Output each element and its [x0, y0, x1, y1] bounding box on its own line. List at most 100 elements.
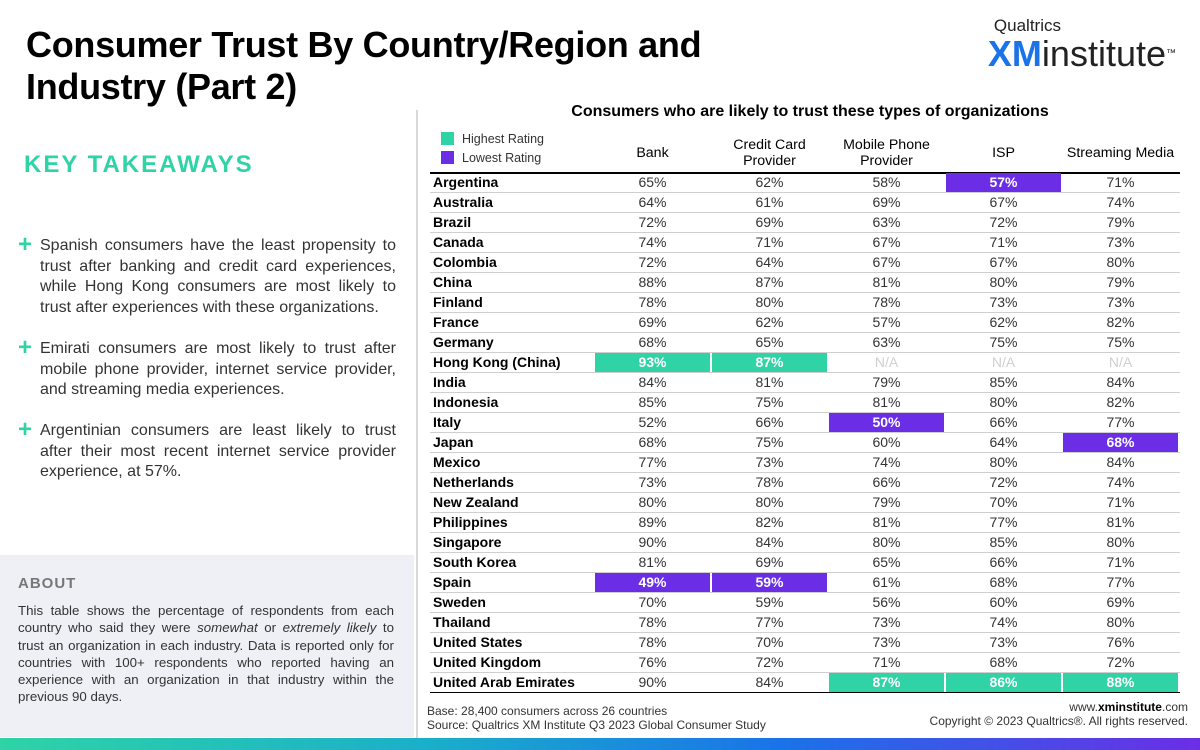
value-cell: 81% — [872, 274, 901, 290]
value-cell: 80% — [989, 454, 1018, 470]
country-label: New Zealand — [433, 494, 519, 510]
value-cell: 72% — [755, 654, 784, 670]
value-cell: 77% — [1106, 574, 1135, 590]
value-cell: 59% — [755, 594, 784, 610]
value-cell: 69% — [755, 214, 784, 230]
country-label: Sweden — [433, 594, 486, 610]
value-cell: 64% — [638, 194, 667, 210]
column-header-streaming: Streaming Media — [1066, 145, 1175, 161]
value-cell: 69% — [638, 314, 667, 330]
website-link[interactable]: www.xminstitute.com — [1069, 700, 1188, 714]
value-cell: 60% — [989, 594, 1018, 610]
about-heading: ABOUT — [18, 575, 77, 592]
country-label: China — [433, 274, 472, 290]
value-cell: N/A — [1108, 354, 1133, 370]
value-cell: 68% — [638, 434, 667, 450]
value-cell: 82% — [1106, 394, 1135, 410]
trust-table: Argentina 65% 62% 58% 57% 71% Australia 64% 61% 6… — [430, 173, 1180, 693]
value-cell: 87% — [755, 274, 784, 290]
country-label: Mexico — [433, 454, 481, 470]
value-cell: 88% — [638, 274, 667, 290]
value-cell: 60% — [872, 434, 901, 450]
value-cell: 66% — [872, 474, 901, 490]
brand-company: Qualtrics — [993, 16, 1061, 35]
brand-institute: institute — [1041, 33, 1166, 74]
brand-trademark: ™ — [1166, 48, 1176, 59]
value-cell: 68% — [989, 654, 1018, 670]
value-cell: 73% — [638, 474, 667, 490]
value-cell: 79% — [1106, 214, 1135, 230]
value-cell: 64% — [989, 434, 1018, 450]
takeaway-text: Argentinian consumers are least likely t… — [40, 421, 396, 481]
value-cell: 77% — [1106, 414, 1135, 430]
value-cell: 70% — [755, 634, 784, 650]
value-cell: 81% — [1106, 514, 1135, 530]
value-cell: 73% — [872, 634, 901, 650]
value-cell: 82% — [755, 514, 784, 530]
plus-icon: + — [18, 231, 33, 258]
value-cell: 73% — [1106, 234, 1135, 250]
value-cell: 84% — [1106, 454, 1135, 470]
value-cell: 89% — [638, 514, 667, 530]
page-title: Consumer Trust By Country/Region and Ind… — [26, 24, 702, 107]
plus-icon: + — [18, 415, 33, 443]
legend: Highest Rating Lowest Rating — [441, 129, 544, 167]
value-cell: 75% — [755, 434, 784, 450]
value-cell: 81% — [872, 514, 901, 530]
country-label: India — [433, 374, 466, 390]
value-cell: 76% — [638, 654, 667, 670]
value-cell: 87% — [712, 353, 827, 372]
value-cell: 86% — [946, 673, 1061, 692]
value-cell: 84% — [755, 534, 784, 550]
value-cell: 71% — [872, 654, 901, 670]
value-cell: 80% — [989, 274, 1018, 290]
value-cell: 71% — [989, 234, 1018, 250]
bottom-gradient-bar — [0, 738, 1200, 750]
country-label: Italy — [433, 414, 462, 430]
column-header-isp: ISP — [992, 145, 1015, 161]
table-row: Argentina 65% 62% 58% 57% 71% — [430, 173, 1180, 193]
value-cell: 78% — [638, 634, 667, 650]
table-row: United States 78% 70% 73% 73% 76% — [430, 633, 1180, 653]
value-cell: 74% — [872, 454, 901, 470]
value-cell: 88% — [1063, 673, 1178, 692]
value-cell: 74% — [1106, 474, 1135, 490]
value-cell: 78% — [638, 294, 667, 310]
table-row: Finland 78% 80% 78% 73% 73% — [430, 293, 1180, 313]
value-cell: 49% — [595, 573, 710, 592]
value-cell: 77% — [755, 614, 784, 630]
value-cell: 78% — [638, 614, 667, 630]
value-cell: 65% — [755, 334, 784, 350]
country-label: Germany — [433, 334, 494, 350]
value-cell: 66% — [989, 414, 1018, 430]
value-cell: 70% — [989, 494, 1018, 510]
brand-logo: Qualtrics XMinstitute™ — [988, 16, 1176, 72]
country-label: Hong Kong (China) — [433, 354, 561, 370]
value-cell: 71% — [755, 234, 784, 250]
value-cell: 61% — [872, 574, 901, 590]
table-row: Indonesia 85% 75% 81% 80% 82% — [430, 393, 1180, 413]
source-note: Source: Qualtrics XM Institute Q3 2023 G… — [427, 718, 766, 732]
country-label: Spain — [433, 574, 472, 590]
table-row: Australia 64% 61% 69% 67% 74% — [430, 193, 1180, 213]
column-header-bank: Bank — [636, 145, 669, 161]
country-label: Singapore — [433, 534, 502, 550]
value-cell: 85% — [989, 534, 1018, 550]
value-cell: 72% — [1106, 654, 1135, 670]
value-cell: 62% — [989, 314, 1018, 330]
value-cell: 85% — [638, 394, 667, 410]
value-cell: 73% — [989, 294, 1018, 310]
value-cell: 66% — [755, 414, 784, 430]
about-panel: ABOUT This table shows the percentage of… — [0, 555, 414, 737]
table-row: South Korea 81% 69% 65% 66% 71% — [430, 553, 1180, 573]
table-row: Netherlands 73% 78% 66% 72% 74% — [430, 473, 1180, 493]
value-cell: 79% — [1106, 274, 1135, 290]
value-cell: 80% — [989, 394, 1018, 410]
country-label: Thailand — [433, 614, 491, 630]
value-cell: 80% — [1106, 614, 1135, 630]
takeaway-item: + Spanish consumers have the least prope… — [18, 231, 396, 319]
value-cell: 67% — [872, 254, 901, 270]
legend-high: Highest Rating — [441, 129, 544, 148]
value-cell: 64% — [755, 254, 784, 270]
value-cell: N/A — [874, 354, 899, 370]
